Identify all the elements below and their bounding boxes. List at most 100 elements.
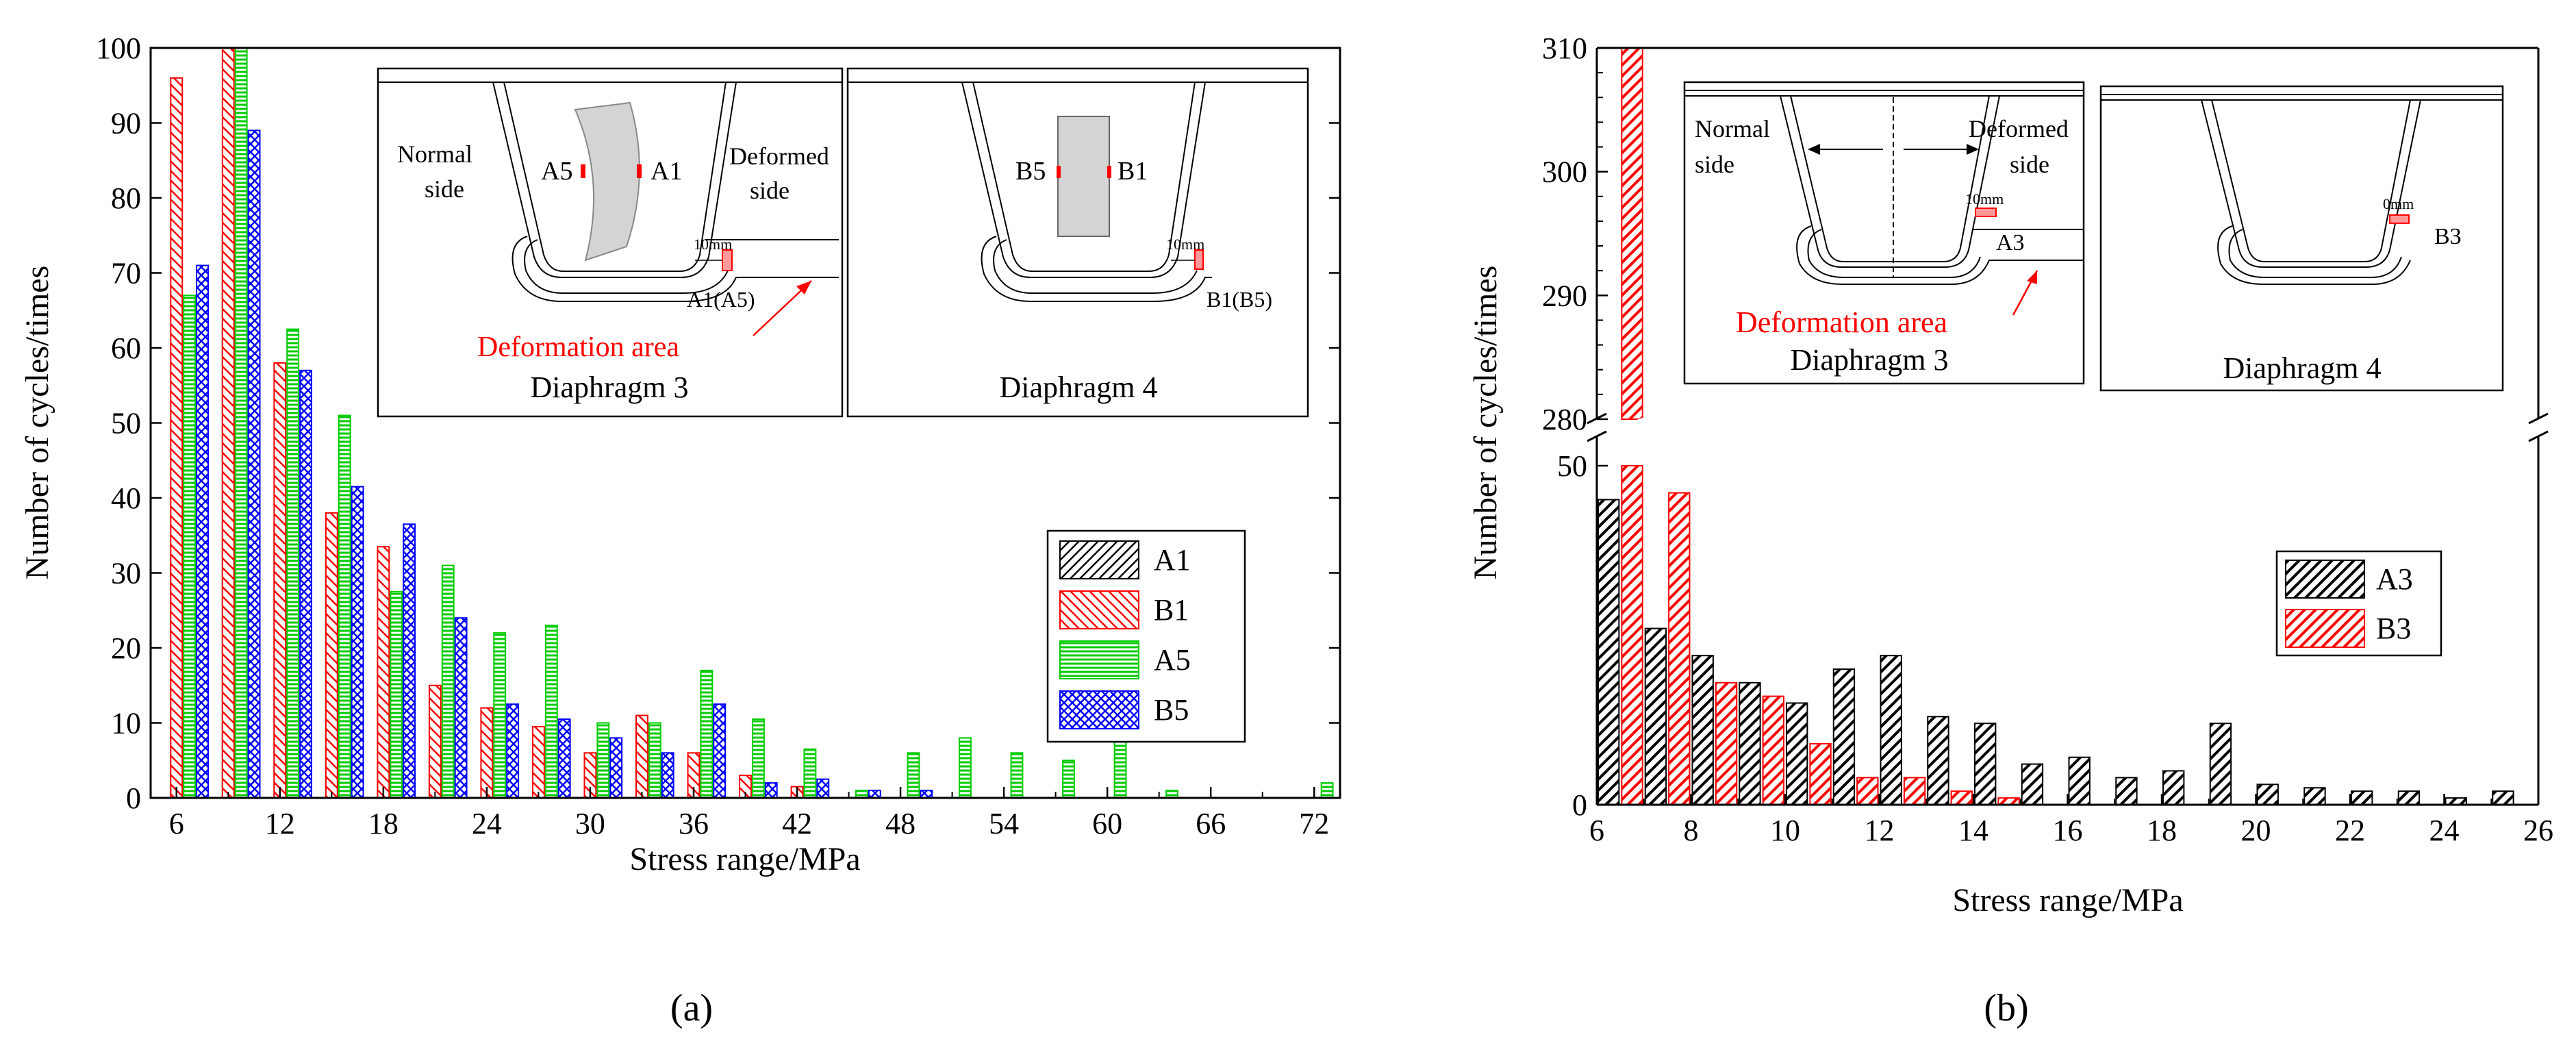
- xtick-label-a-10: 66: [1196, 807, 1226, 840]
- ytick-label-b-upper-2: 300: [1542, 155, 1587, 189]
- inset-a-weld-label-4: B1(B5): [1207, 287, 1272, 312]
- bar-a-a5-15: [959, 737, 972, 799]
- xtick-label-b-5: 16: [2053, 814, 2083, 847]
- bar-b-b3-4: [1809, 742, 1832, 806]
- panel-a-label: (a): [670, 987, 713, 1029]
- xtick-label-b-7: 20: [2241, 814, 2271, 847]
- gauge-b5-mark: [1057, 166, 1061, 178]
- panel-b-label: (b): [1984, 987, 2028, 1029]
- bar-a-b1-3: [325, 512, 338, 799]
- bar-b-a3-12: [2162, 770, 2185, 805]
- inset-b-deformed-side-1: Deformed: [1969, 115, 2069, 142]
- bar-a-a5-5: [441, 564, 455, 799]
- diaphragm4-web-rect: [1057, 116, 1110, 237]
- bar-a-a5-4: [390, 590, 403, 799]
- bar-a-a5-1: [234, 47, 248, 799]
- inset-a-deformation-label: Deformation area: [477, 331, 679, 363]
- legend-b3-label: B3: [2376, 612, 2411, 645]
- xtick-label-b-6: 18: [2147, 814, 2177, 847]
- bar-b-b3-2: [1715, 681, 1738, 805]
- bar-b-a3-1: [1644, 627, 1667, 805]
- bar-a-b5-9: [661, 752, 674, 799]
- legend-b1-swatch: [1059, 590, 1139, 629]
- inset-b-diaphragm4-title: Diaphragm 4: [2223, 351, 2382, 385]
- inset-b-weld-label-3: A3: [1996, 230, 2025, 255]
- panel-a-legend: A1 B1 A5 B5: [1046, 529, 1246, 743]
- xtick-label-b-9: 24: [2429, 814, 2460, 847]
- bar-b-a3-2: [1691, 655, 1714, 806]
- ytick-label-a-0: 0: [126, 781, 141, 815]
- legend-a5-label: A5: [1154, 643, 1191, 677]
- xtick-label-a-0: 6: [169, 807, 184, 840]
- bar-a-b1-2: [273, 362, 287, 799]
- inset-a-gauge-a1: A1: [651, 157, 682, 186]
- ytick-label-b-upper-1: 290: [1542, 279, 1587, 312]
- ytick-label-a-7: 70: [111, 257, 141, 290]
- inset-a-deformed-side-2: side: [750, 177, 790, 204]
- panel-b-ticks: 6 8 10 12 14 16 18 20 22 24 26 0 50 280 290 300 310: [1542, 32, 2553, 847]
- inset-b-weld-label-4: B3: [2434, 224, 2462, 249]
- inset-b-dim-3: 10mm: [1965, 190, 2004, 208]
- bar-a-a5-20: [1320, 782, 1334, 799]
- bar-b-a3-11: [2115, 777, 2138, 806]
- inset-a-gauge-b5: B5: [1015, 157, 1046, 186]
- xtick-label-b-1: 8: [1684, 814, 1699, 847]
- bar-a-b1-9: [635, 714, 648, 799]
- bar-a-a5-3: [338, 414, 351, 799]
- panel-b-inset: Normal side Deformed side 10mm A3 Deform…: [1683, 81, 2504, 392]
- inset-a-gauge-b1: B1: [1117, 157, 1148, 186]
- inset-a-gauge-a5: A5: [541, 157, 572, 186]
- legend-a1-label: A1: [1154, 543, 1191, 577]
- ytick-label-a-6: 60: [111, 331, 141, 365]
- panel-b-bars: [1598, 47, 2514, 806]
- ytick-label-b-lower-1: 50: [1557, 449, 1587, 483]
- xtick-label-a-7: 48: [885, 807, 916, 840]
- bar-b-a3-7: [1927, 716, 1949, 806]
- xtick-label-a-8: 54: [989, 807, 1019, 840]
- xtick-label-a-3: 24: [472, 807, 502, 840]
- bar-a-a5-13: [855, 790, 868, 799]
- inset-a-diaphragm3-title: Diaphragm 3: [531, 371, 689, 404]
- bar-a-b5-8: [609, 737, 623, 799]
- bar-a-a5-9: [648, 722, 661, 799]
- arrow-right-head: [1967, 144, 1979, 155]
- xtick-label-a-1: 12: [265, 807, 295, 840]
- bar-a-b5-10: [713, 703, 727, 799]
- bar-a-a5-12: [803, 748, 817, 799]
- bar-b-a3-9: [2021, 763, 2044, 805]
- bar-b-a3-4: [1786, 702, 1808, 805]
- xtick-label-a-5: 36: [679, 807, 709, 840]
- ytick-label-b-upper-3: 310: [1542, 32, 1587, 65]
- xtick-label-b-10: 26: [2523, 814, 2553, 847]
- inset-a-normal-side-1: Normal: [397, 140, 472, 168]
- panel-b-xlabel: Stress range/MPa: [1952, 882, 2183, 918]
- ytick-label-a-8: 80: [111, 181, 141, 215]
- ytick-label-a-4: 40: [111, 481, 141, 515]
- gauge-b1-mark: [1107, 166, 1111, 178]
- inset-b-deformation-label: Deformation area: [1736, 305, 1947, 339]
- bar-b-a3-6: [1880, 655, 1902, 806]
- ytick-label-a-5: 50: [111, 407, 141, 440]
- panel-a-xlabel: Stress range/MPa: [629, 841, 860, 877]
- bar-a-b1-7: [531, 725, 545, 799]
- xtick-label-a-6: 42: [782, 807, 812, 840]
- ytick-label-a-10: 100: [96, 32, 141, 65]
- bar-b-a3-16: [2351, 790, 2373, 805]
- bar-b-b3-6: [1903, 777, 1926, 806]
- bar-b-a3-10: [2068, 756, 2091, 805]
- ytick-label-a-3: 30: [111, 557, 141, 590]
- bar-a-b1-1: [221, 47, 235, 799]
- inset-a-diaphragm3-drawing: [378, 82, 842, 302]
- bar-b-b3-0-upper: [1621, 47, 1643, 420]
- inset-b-diaphragm4-frame: [2099, 85, 2504, 392]
- bar-b-b3-5: [1856, 777, 1879, 806]
- bar-a-b5-2: [299, 369, 313, 799]
- inset-b-diaphragm3-title: Diaphragm 3: [1791, 343, 1949, 377]
- bar-b-b3-3: [1762, 695, 1784, 805]
- bar-b-a3-0: [1598, 499, 1620, 805]
- xtick-label-a-4: 30: [575, 807, 605, 840]
- bar-a-b5-12: [816, 778, 830, 799]
- panel-a: 6 12 18 24 30 36 42 48 54 60 66 72 0 10 20 30 40 50 60 70 80…: [19, 32, 1341, 1029]
- bar-a-b1-6: [480, 707, 494, 799]
- panel-b-frame: [1587, 47, 2549, 806]
